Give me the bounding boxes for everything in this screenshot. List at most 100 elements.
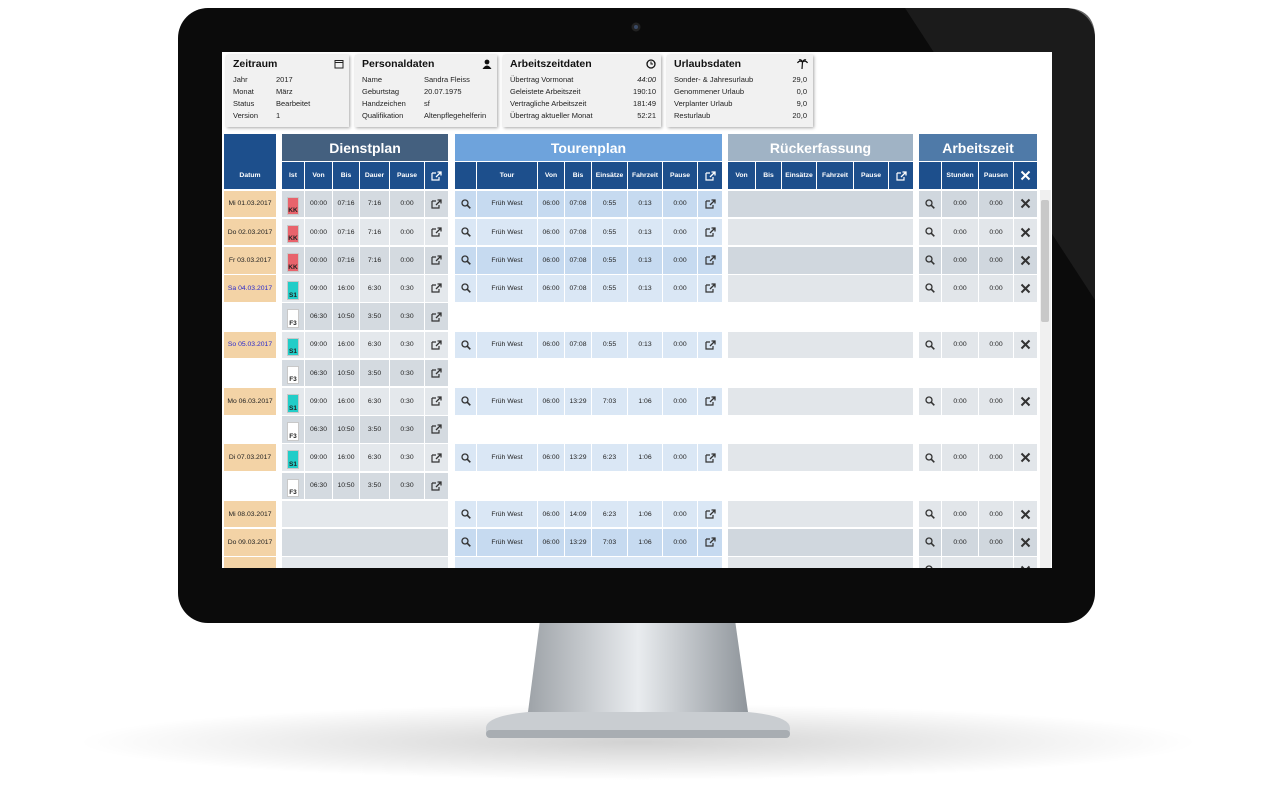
delete-button[interactable] [1014, 557, 1037, 568]
open-button[interactable] [698, 275, 722, 302]
search-button[interactable] [919, 528, 941, 556]
open-button[interactable] [425, 444, 448, 471]
delete-button[interactable] [1014, 331, 1037, 359]
delete-button[interactable] [1014, 528, 1037, 556]
search-button[interactable] [455, 500, 476, 528]
card-label: Übertrag Vormonat [510, 75, 574, 84]
dienst-cell: 3:50 [360, 416, 389, 443]
rueckerfassung-empty [728, 387, 913, 415]
search-button[interactable] [919, 557, 941, 568]
tour-cell: 0:00 [663, 444, 697, 471]
delete-button[interactable] [1014, 246, 1037, 274]
delete-button[interactable] [1014, 190, 1037, 218]
header-icon[interactable] [698, 162, 722, 189]
dienst-empty [282, 557, 448, 568]
card-value: 0,0 [796, 87, 807, 96]
tour-cell: Früh West [477, 528, 537, 556]
column-header: Einsätze [782, 162, 816, 189]
open-button[interactable] [425, 359, 448, 387]
card-value: 20,0 [792, 111, 807, 120]
search-button[interactable] [455, 331, 476, 359]
open-button[interactable] [698, 331, 722, 359]
delete-button[interactable] [1014, 500, 1037, 528]
icon [704, 199, 716, 209]
scrollbar[interactable] [1040, 190, 1051, 568]
dienst-cell: 0:30 [390, 416, 424, 443]
open-button[interactable] [425, 275, 448, 302]
icon [431, 340, 442, 350]
icon [925, 452, 935, 463]
search-button[interactable] [455, 190, 476, 218]
date-cell [224, 275, 276, 302]
column-header: Bis [333, 162, 359, 189]
open-button[interactable] [425, 190, 448, 218]
tour-cell: Früh West [477, 500, 537, 528]
dienst-cell: 0:30 [390, 331, 424, 359]
open-button[interactable] [698, 500, 722, 528]
tour-cell: 06:00 [538, 500, 564, 528]
open-button[interactable] [425, 387, 448, 415]
tour-cell: 7:03 [592, 528, 627, 556]
search-button[interactable] [919, 190, 941, 218]
arbeitszeit-cell: 0:00 [979, 387, 1013, 415]
dienst-cell: 16:00 [333, 275, 359, 302]
open-button[interactable] [698, 444, 722, 471]
search-button[interactable] [455, 528, 476, 556]
icon [435, 311, 442, 319]
tour-cell: 06:00 [538, 275, 564, 302]
tour-cell: 7:03 [592, 387, 627, 415]
icon [797, 58, 808, 69]
icon [460, 537, 469, 545]
icon [900, 170, 907, 177]
search-button[interactable] [455, 444, 476, 471]
dienst-cell: 0:30 [390, 387, 424, 415]
icon [1020, 227, 1031, 237]
open-button[interactable] [698, 218, 722, 246]
open-button[interactable] [698, 387, 722, 415]
search-button[interactable] [455, 218, 476, 246]
search-button[interactable] [919, 275, 941, 302]
dienst-cell: 0:30 [390, 359, 424, 387]
search-button[interactable] [919, 444, 941, 471]
delete-button[interactable] [1014, 218, 1037, 246]
open-button[interactable] [425, 218, 448, 246]
search-button[interactable] [919, 500, 941, 528]
open-button[interactable] [425, 416, 448, 443]
rueckerfassung-empty [728, 331, 913, 359]
header-icon[interactable] [1014, 162, 1037, 189]
open-button[interactable] [698, 190, 722, 218]
delete-button[interactable] [1014, 275, 1037, 302]
date-cell-text: Fr 03.03.2017 [228, 256, 272, 264]
date-cell-text: Do 09.03.2017 [227, 538, 273, 546]
search-button[interactable] [919, 246, 941, 274]
column-header: Bis [565, 162, 591, 189]
date-cell [224, 528, 276, 556]
search-button[interactable] [455, 275, 476, 302]
icon [435, 396, 442, 403]
header-icon[interactable] [889, 162, 913, 189]
icon [466, 260, 471, 266]
tour-cell: 07:08 [565, 218, 591, 246]
delete-button[interactable] [1014, 444, 1037, 471]
open-button[interactable] [698, 246, 722, 274]
open-button[interactable] [425, 246, 448, 274]
search-button[interactable] [455, 387, 476, 415]
scroll-thumb[interactable] [1041, 200, 1049, 322]
open-button[interactable] [425, 331, 448, 359]
open-button[interactable] [425, 303, 448, 330]
open-button[interactable] [698, 528, 722, 556]
header-icon[interactable] [425, 162, 448, 189]
delete-button[interactable] [1014, 387, 1037, 415]
tour-cell: 1:06 [628, 528, 662, 556]
card-title: Urlaubsdaten [674, 58, 742, 70]
search-button[interactable] [455, 246, 476, 274]
card-value: 29,0 [792, 75, 807, 84]
icon [460, 509, 469, 517]
search-button[interactable] [919, 218, 941, 246]
search-button[interactable] [919, 387, 941, 415]
search-button[interactable] [919, 331, 941, 359]
icon [460, 227, 471, 237]
open-button[interactable] [425, 472, 448, 500]
tour-cell: 0:13 [628, 331, 662, 359]
icon [431, 256, 440, 265]
